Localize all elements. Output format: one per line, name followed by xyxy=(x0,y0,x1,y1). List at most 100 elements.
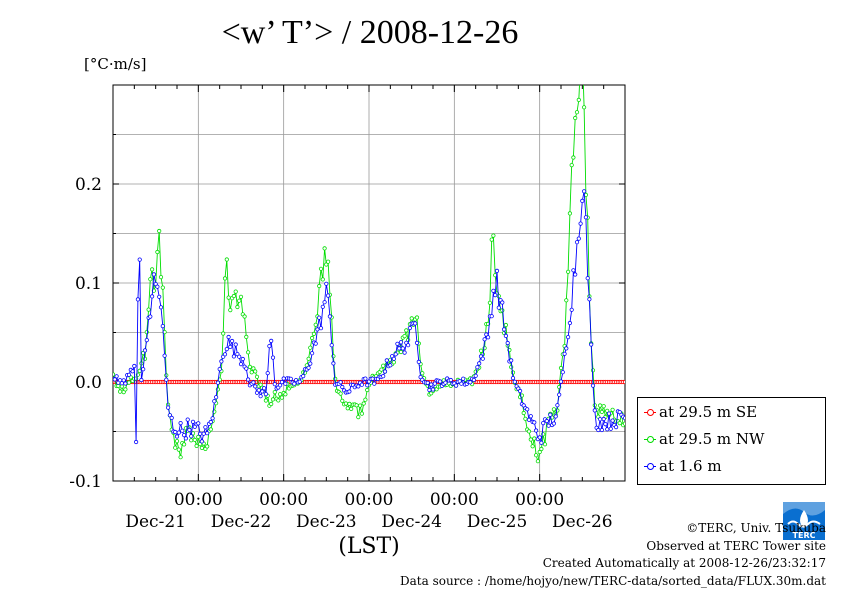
data-point-1-6m xyxy=(253,384,258,389)
data-point-1-6m xyxy=(130,369,135,374)
data-point-nw xyxy=(244,334,249,339)
data-point-nw xyxy=(226,295,231,300)
data-point-1-6m xyxy=(573,272,578,277)
data-point-1-6m xyxy=(569,307,574,312)
data-point-1-6m xyxy=(230,338,235,344)
data-point-nw xyxy=(565,269,571,274)
data-point-1-6m xyxy=(432,381,437,386)
data-point-nw xyxy=(118,389,123,394)
terc-logo: TERC xyxy=(783,502,825,540)
data-point-1-6m xyxy=(581,189,587,194)
data-point-nw xyxy=(357,403,363,408)
data-point-nw xyxy=(537,449,542,455)
data-point-nw xyxy=(539,446,544,452)
data-point-nw xyxy=(533,453,539,458)
data-point-1-6m xyxy=(233,342,238,347)
x-day-label: Dec-21 xyxy=(125,512,186,532)
data-point-nw xyxy=(221,331,226,336)
data-point-1-6m xyxy=(182,432,187,438)
data-point-nw xyxy=(233,289,238,294)
data-point-nw xyxy=(523,416,528,421)
data-point-nw xyxy=(398,349,404,355)
data-point-nw xyxy=(317,283,322,289)
data-point-nw xyxy=(402,333,407,339)
data-point-1-6m xyxy=(482,337,487,342)
data-point-nw xyxy=(269,401,274,407)
data-point-nw xyxy=(318,266,324,271)
data-point-1-6m xyxy=(533,428,539,433)
data-point-1-6m xyxy=(363,376,368,381)
data-point-nw xyxy=(182,442,187,447)
data-point-nw xyxy=(308,345,313,350)
data-point-nw xyxy=(322,246,327,251)
data-point-nw xyxy=(158,274,164,280)
data-point-1-6m xyxy=(114,374,119,379)
data-point-1-6m xyxy=(185,417,190,422)
data-point-nw xyxy=(542,442,548,447)
data-point-nw xyxy=(597,403,603,408)
data-point-1-6m xyxy=(267,343,272,349)
data-point-nw xyxy=(551,407,557,412)
data-point-nw xyxy=(146,307,151,312)
data-point-nw xyxy=(610,407,615,412)
data-point-nw xyxy=(343,401,348,406)
data-point-1-6m xyxy=(123,381,128,386)
data-point-nw xyxy=(283,392,288,397)
chart-legend: at 29.5 m SE at 29.5 m NW at 1.6 m xyxy=(637,397,826,485)
data-point-1-6m xyxy=(244,366,249,371)
data-point-nw xyxy=(231,293,236,299)
data-point-1-6m xyxy=(398,340,404,345)
x-day-label: Dec-22 xyxy=(211,512,272,532)
data-point-1-6m xyxy=(489,314,494,319)
data-point-nw xyxy=(526,429,532,434)
data-point-nw xyxy=(356,414,361,420)
data-point-1-6m xyxy=(313,341,318,346)
data-point-1-6m xyxy=(164,377,169,382)
data-point-1-6m xyxy=(315,327,320,332)
data-point-1-6m xyxy=(210,416,215,421)
data-point-nw xyxy=(503,322,508,328)
data-point-1-6m xyxy=(525,407,530,412)
data-point-1-6m xyxy=(539,440,544,445)
data-point-1-6m xyxy=(413,321,418,326)
data-point-1-6m xyxy=(395,341,400,346)
data-point-nw xyxy=(196,434,201,439)
data-point-1-6m xyxy=(537,435,542,440)
data-point-1-6m xyxy=(388,363,393,368)
data-point-1-6m xyxy=(583,215,589,220)
data-point-1-6m xyxy=(260,389,265,394)
data-point-1-6m xyxy=(148,314,153,319)
data-point-1-6m xyxy=(261,386,267,391)
data-point-1-6m xyxy=(256,388,261,393)
data-point-1-6m xyxy=(208,419,213,425)
data-point-1-6m xyxy=(544,418,549,424)
data-point-1-6m xyxy=(306,365,311,370)
data-point-1-6m xyxy=(391,356,396,361)
x-tick-label: 00:00 xyxy=(259,490,308,510)
data-point-1-6m xyxy=(318,326,324,331)
data-point-nw xyxy=(208,427,213,432)
data-point-1-6m xyxy=(562,351,567,356)
data-point-nw xyxy=(605,408,610,413)
data-point-1-6m xyxy=(551,421,557,426)
data-point-1-6m xyxy=(372,381,377,386)
data-point-1-6m xyxy=(608,426,613,431)
data-point-nw xyxy=(189,438,194,443)
data-point-nw xyxy=(363,397,368,402)
data-point-1-6m xyxy=(219,359,224,364)
data-point-1-6m xyxy=(500,300,505,305)
data-point-nw xyxy=(359,411,364,416)
data-point-nw xyxy=(176,447,181,452)
data-point-nw xyxy=(272,389,277,395)
data-point-1-6m xyxy=(340,384,345,390)
data-point-1-6m xyxy=(505,340,510,346)
data-point-nw xyxy=(345,406,350,411)
data-point-1-6m xyxy=(468,380,473,385)
data-point-1-6m xyxy=(560,370,565,375)
data-point-1-6m xyxy=(405,343,411,348)
x-day-label: Dec-25 xyxy=(467,512,528,532)
logo-text: TERC xyxy=(793,531,816,540)
data-point-nw xyxy=(409,316,414,321)
data-point-1-6m xyxy=(155,284,160,289)
data-point-1-6m xyxy=(320,304,325,309)
